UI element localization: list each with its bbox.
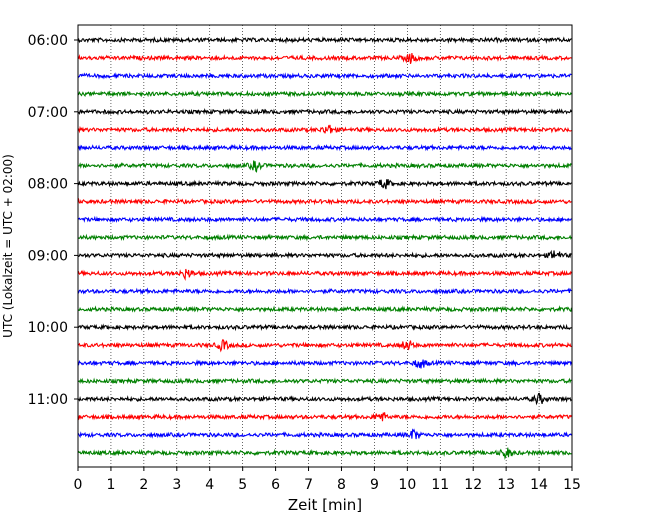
x-tick-label: 0 [74, 477, 83, 493]
x-tick-label: 6 [271, 477, 280, 493]
x-tick-label: 15 [563, 477, 581, 493]
y-tick-label: 08:00 [28, 177, 68, 193]
x-tick-label: 1 [106, 477, 115, 493]
trace-0730 [77, 143, 572, 152]
y-axis-label: UTC (Lokalzeit = UTC + 02:00) [1, 154, 15, 338]
y-tick-label: 07:00 [28, 105, 68, 121]
trace-0845 [77, 233, 572, 242]
trace-0915 [77, 268, 572, 281]
x-tick-label: 2 [139, 477, 148, 493]
x-tick-label: 13 [497, 477, 515, 493]
trace-0800 [77, 179, 572, 190]
trace-0630 [77, 71, 572, 80]
trace-0615 [77, 52, 572, 64]
x-tick-label: 11 [431, 477, 449, 493]
trace-0945 [77, 305, 573, 314]
trace-0830 [77, 215, 572, 224]
trace-0645 [77, 89, 572, 98]
y-tick-label: 11:00 [28, 392, 68, 408]
trace-0900 [77, 249, 572, 260]
trace-0815 [77, 197, 572, 206]
y-tick-label: 06:00 [28, 33, 68, 49]
trace-1130 [77, 428, 572, 440]
x-tick-label: 12 [464, 477, 482, 493]
trace-0700 [77, 107, 573, 116]
y-tick-label: 10:00 [28, 320, 68, 336]
x-tick-label: 4 [205, 477, 214, 493]
x-tick-label: 5 [238, 477, 247, 493]
x-axis-ticks: 0 1 2 3 4 5 6 7 8 9 10 11 12 13 14 15 [74, 467, 581, 493]
x-axis-label: Zeit [min] [288, 496, 362, 514]
x-tick-label: 9 [370, 477, 379, 493]
trace-1045 [77, 377, 572, 385]
x-tick-label: 8 [337, 477, 346, 493]
trace-1030 [77, 359, 573, 369]
trace-1100 [77, 392, 572, 406]
y-tick-label: 09:00 [28, 248, 68, 264]
x-tick-label: 10 [398, 477, 416, 493]
trace-1015 [77, 338, 572, 353]
x-tick-label: 7 [304, 477, 313, 493]
trace-1145 [77, 447, 572, 460]
trace-1000 [77, 323, 572, 332]
trace-0600 [77, 36, 572, 45]
trace-0930 [77, 287, 572, 296]
x-tick-label: 3 [172, 477, 181, 493]
trace-0745 [77, 160, 572, 173]
plot-frame [77, 24, 573, 468]
seismic-traces [77, 36, 573, 460]
trace-1115 [77, 412, 572, 422]
trace-0715 [77, 124, 572, 134]
y-axis-ticks: 06:00 07:00 08:00 09:00 10:00 11:00 [28, 33, 78, 408]
x-tick-label: 14 [530, 477, 548, 493]
